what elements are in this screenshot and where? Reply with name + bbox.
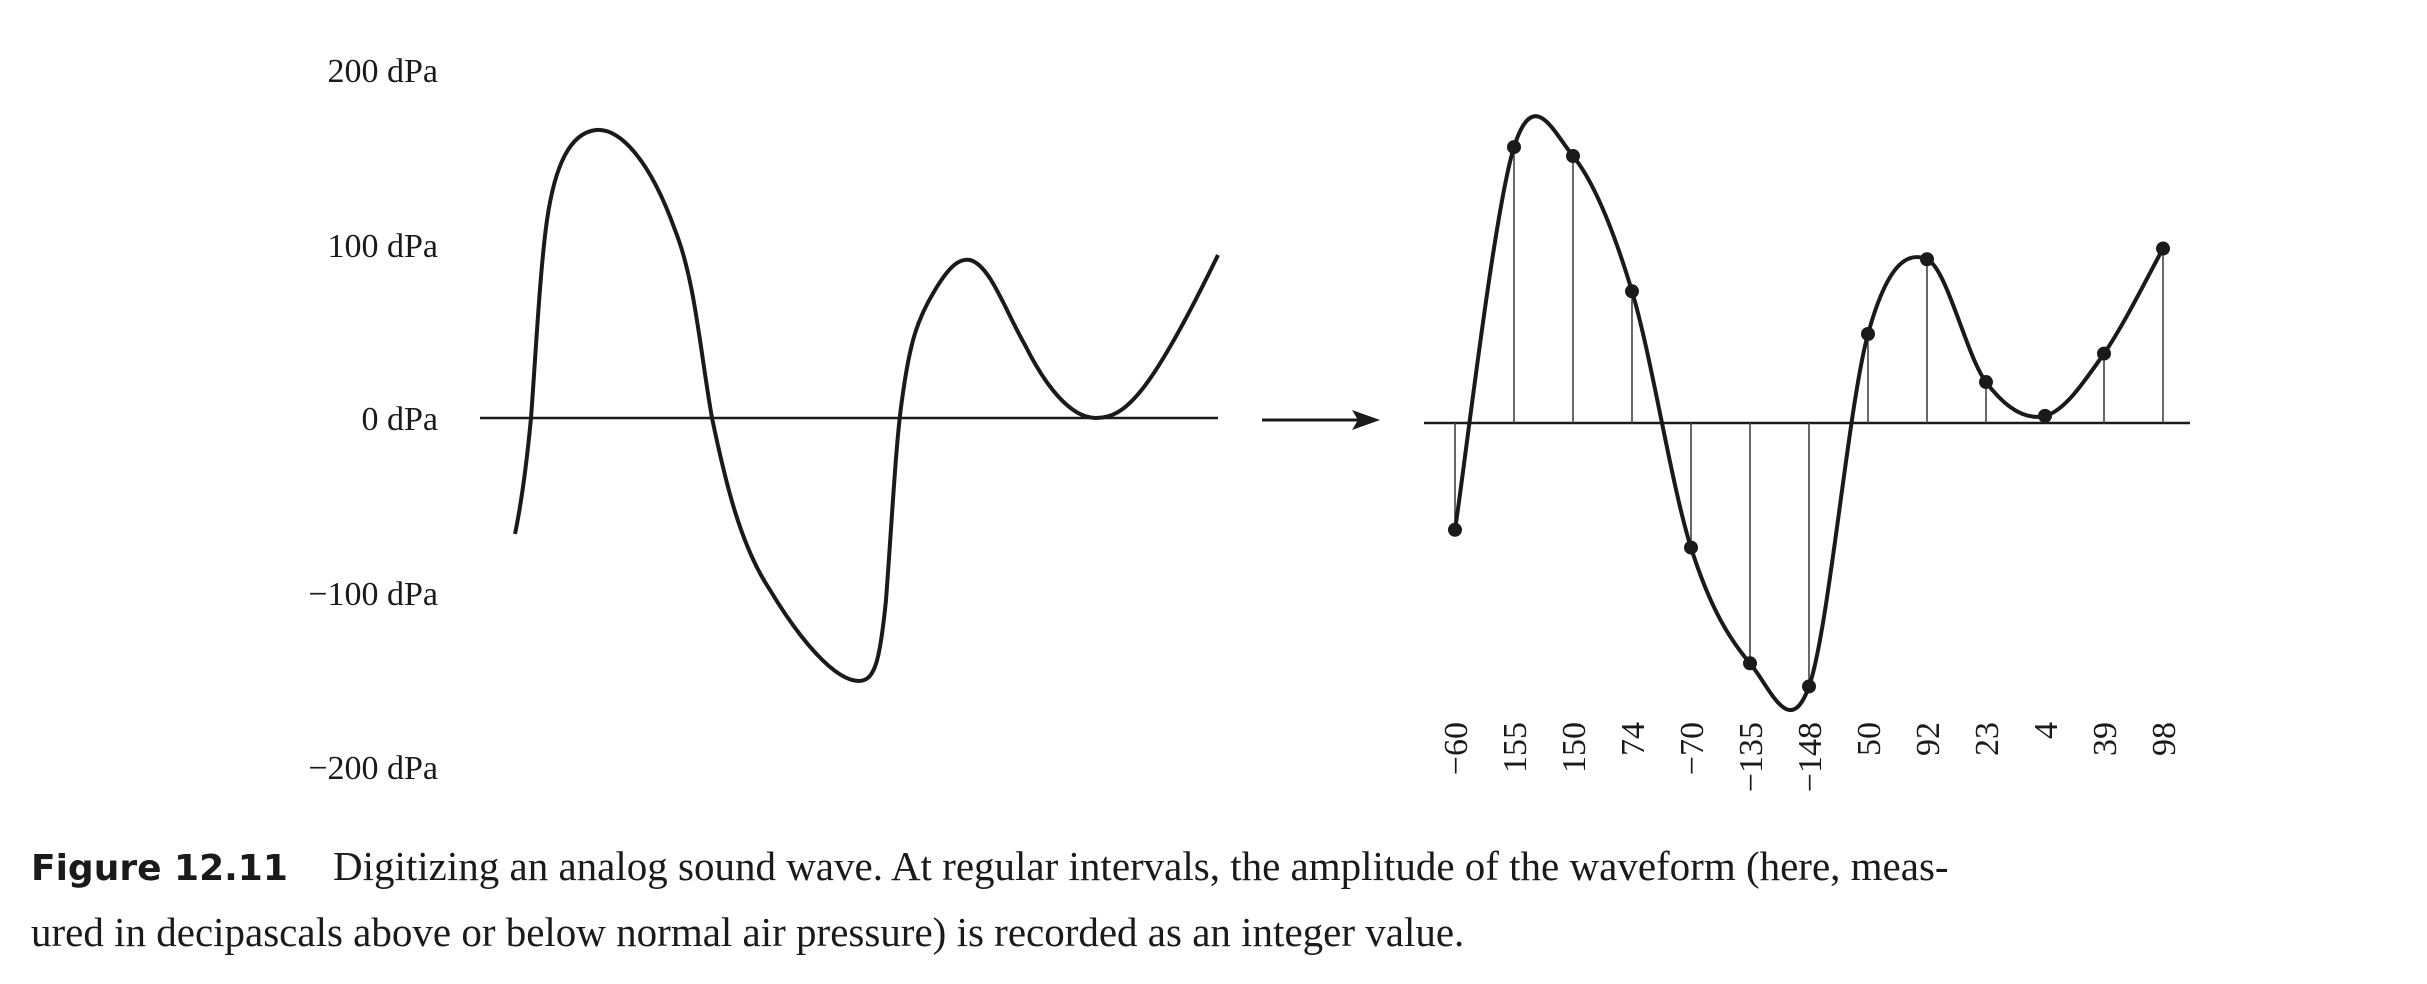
- caption-label: Figure 12.11: [31, 848, 288, 889]
- sample-value-labels: −60 155 150 74 −70 −135 −148 50 92 23 4 39 98: [1438, 722, 2183, 792]
- sample-value-label: −70: [1674, 722, 1711, 775]
- figure-caption: Figure 12.11 Digitizing an analog sound …: [31, 843, 1949, 955]
- y-tick-label: −200 dPa: [308, 750, 438, 787]
- sample-point: [1920, 252, 1934, 267]
- sample-value-label: 23: [1969, 722, 2006, 756]
- sample-value-label: 39: [2087, 722, 2124, 756]
- y-tick-label: 100 dPa: [328, 228, 439, 265]
- analog-waveform: [513, 127, 1220, 684]
- sample-point: [1625, 284, 1639, 299]
- sample-value-label: 74: [1615, 722, 1652, 756]
- sample-value-label: −135: [1733, 722, 1770, 792]
- sample-point: [2097, 346, 2111, 361]
- caption-line-1: Digitizing an analog sound wave. At regu…: [333, 843, 1949, 889]
- sample-stems: [1454, 147, 2164, 687]
- sample-point: [1979, 375, 1993, 390]
- sample-point: [2156, 241, 2170, 256]
- y-tick-label: 0 dPa: [362, 401, 439, 438]
- y-axis-labels: 200 dPa 100 dPa 0 dPa −100 dPa −200 dPa: [308, 53, 438, 787]
- sample-value-label: 98: [2146, 722, 2183, 756]
- caption-line-2: ured in decipascals above or below norma…: [31, 909, 1464, 955]
- sample-value-label: 155: [1497, 722, 1534, 773]
- sample-value-label: −148: [1792, 722, 1829, 792]
- sample-point: [1507, 140, 1521, 155]
- sample-point: [1743, 656, 1757, 671]
- y-tick-label: 200 dPa: [328, 53, 439, 90]
- sample-point: [1684, 540, 1698, 555]
- y-tick-label: −100 dPa: [308, 576, 438, 613]
- sample-point: [2038, 408, 2052, 423]
- arrow-icon: [1262, 410, 1380, 430]
- sampled-waveform: [1453, 114, 2165, 713]
- sample-points: [1448, 140, 2170, 694]
- sample-value-label: 92: [1910, 722, 1947, 756]
- sample-value-label: 150: [1556, 722, 1593, 773]
- sample-point: [1566, 149, 1580, 163]
- sample-value-label: 4: [2028, 722, 2065, 739]
- sample-point: [1448, 522, 1462, 537]
- sample-value-label: −60: [1438, 722, 1475, 775]
- sample-value-label: 50: [1851, 722, 1888, 756]
- sample-point: [1802, 679, 1816, 694]
- sample-point: [1861, 327, 1875, 341]
